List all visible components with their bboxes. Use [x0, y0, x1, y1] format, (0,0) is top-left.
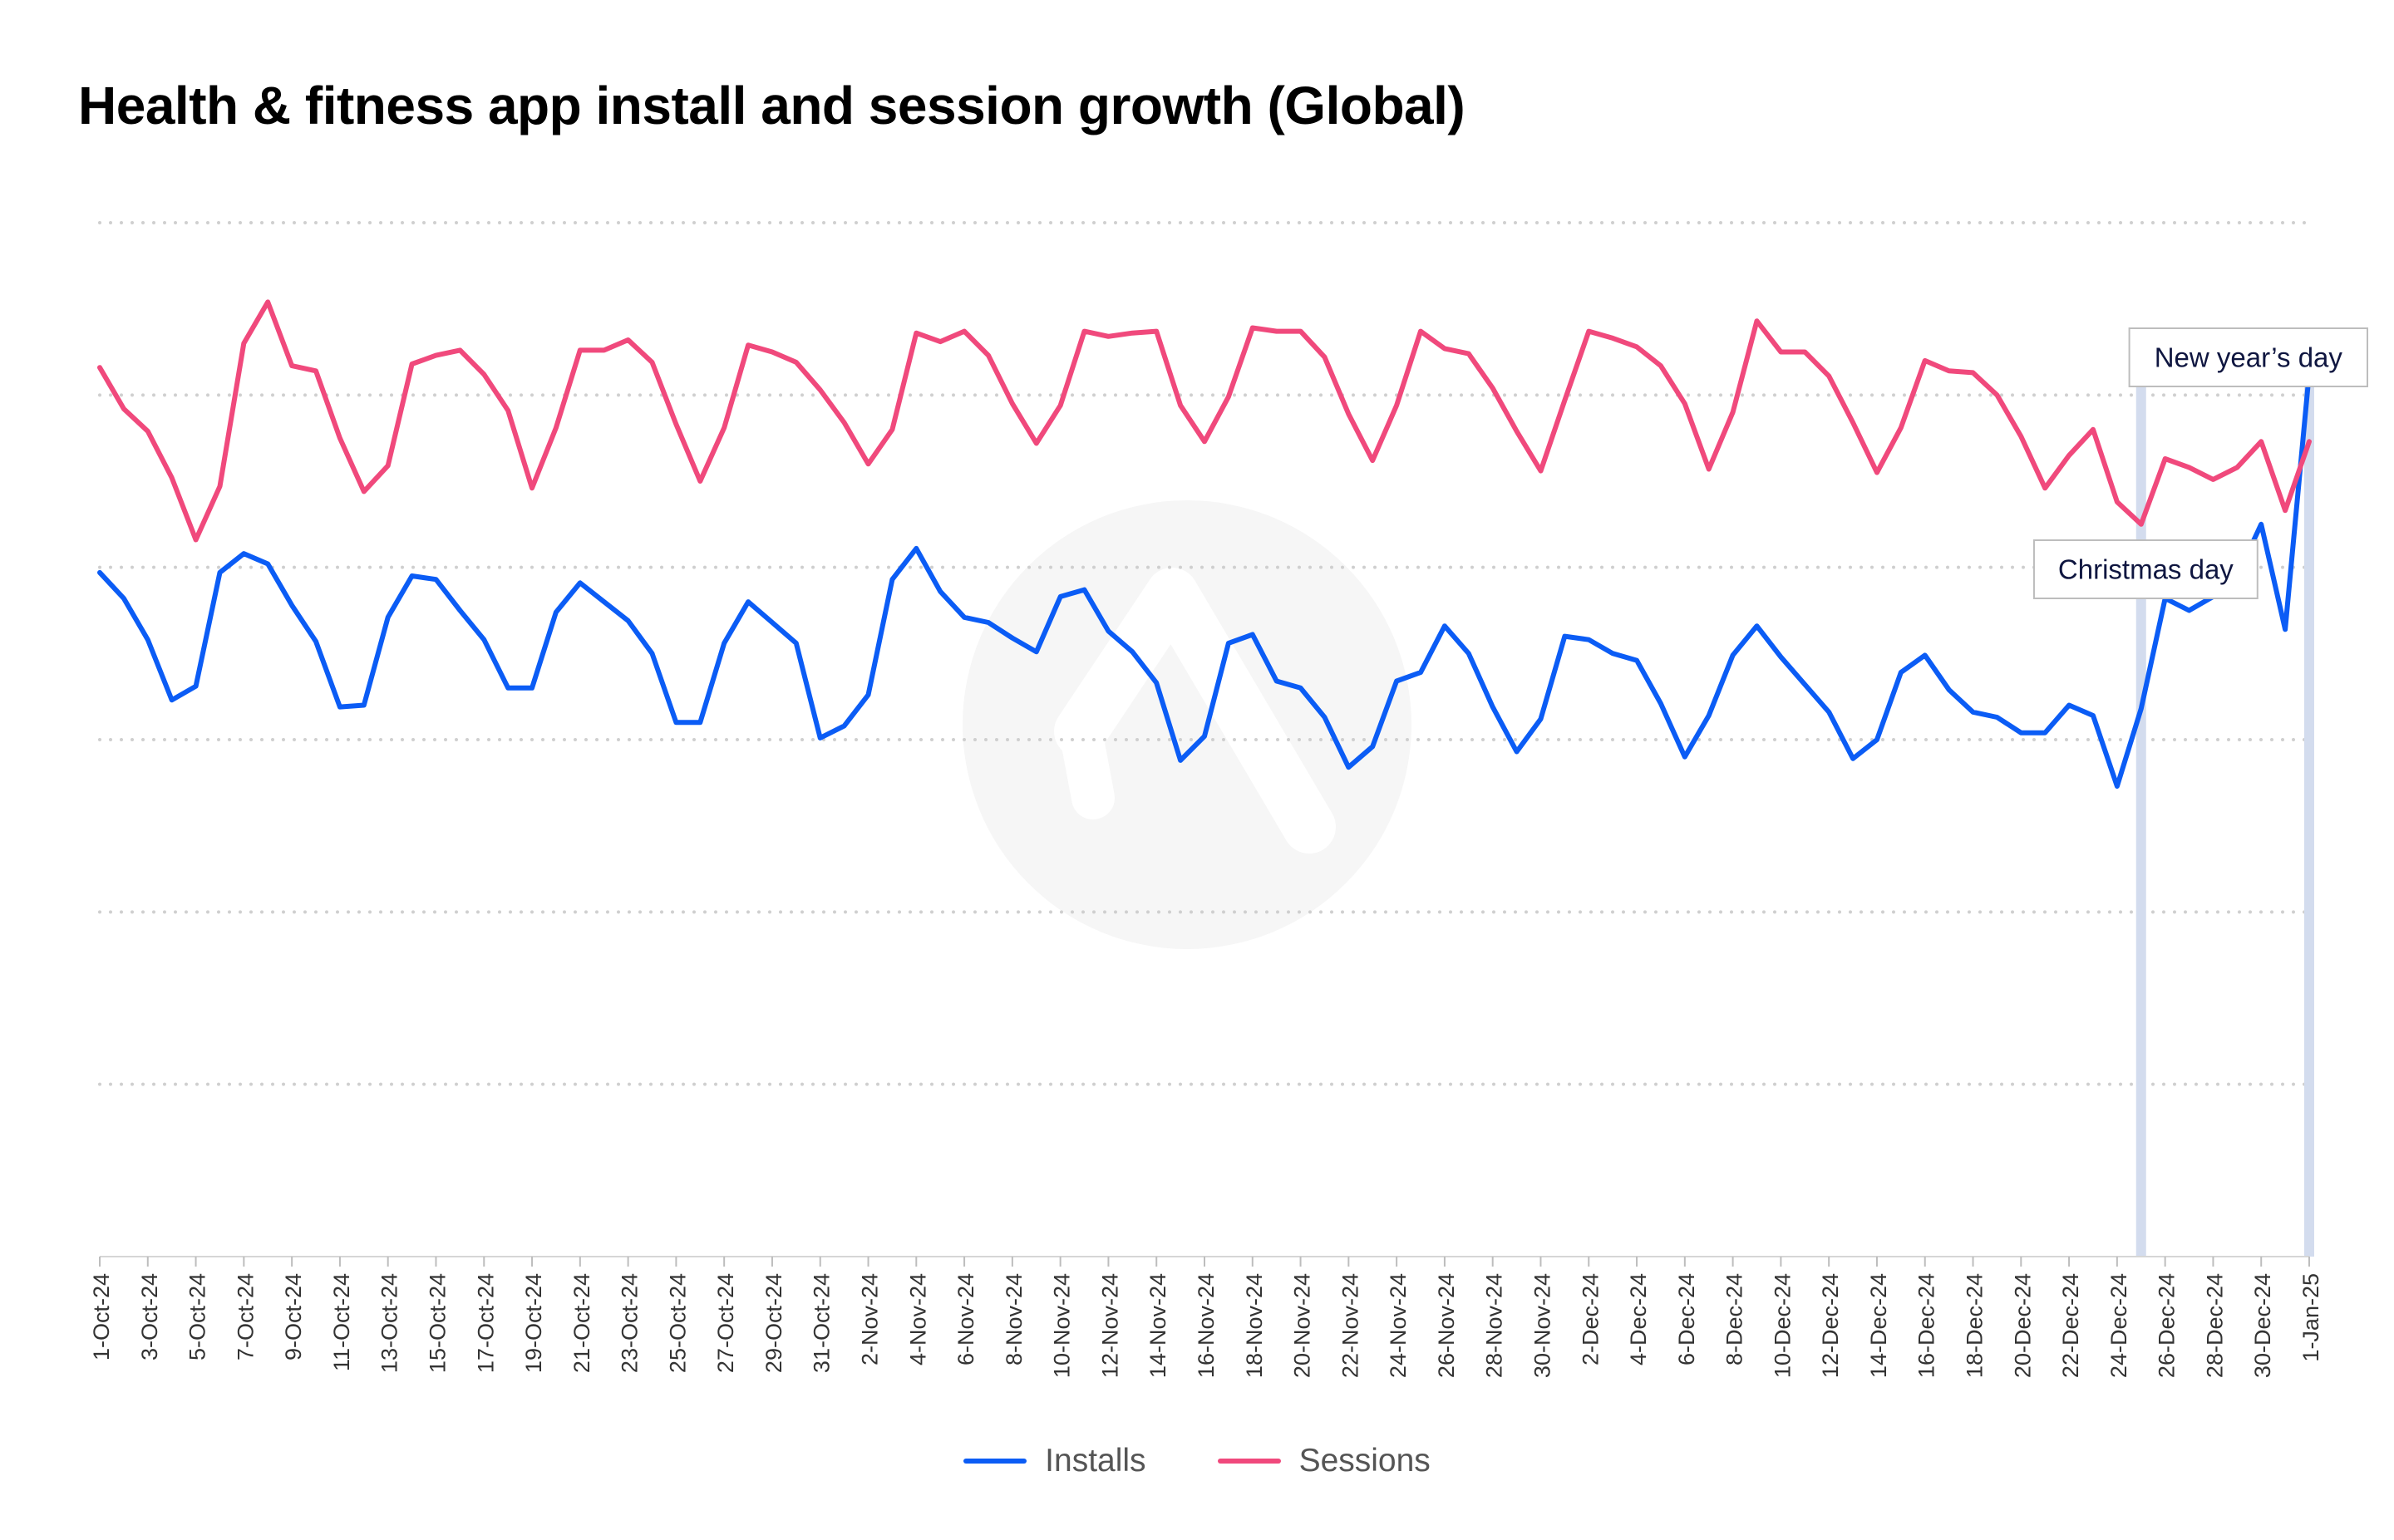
- x-tick-label: 20-Nov-24: [1290, 1273, 1315, 1378]
- highlight-bands: [2135, 347, 2314, 1257]
- x-tick-label: 12-Dec-24: [1818, 1273, 1843, 1378]
- x-tick-label: 3-Oct-24: [137, 1273, 162, 1360]
- x-tick-label: 16-Nov-24: [1194, 1273, 1219, 1378]
- x-tick-label: 18-Dec-24: [1963, 1273, 1988, 1378]
- annotation-box: [2032, 539, 2259, 599]
- annotation-label: Christmas day: [2058, 554, 2234, 585]
- x-tick-label: 4-Dec-24: [1626, 1273, 1651, 1365]
- x-tick-label: 17-Oct-24: [473, 1273, 498, 1373]
- x-tick-label: 2-Nov-24: [858, 1273, 883, 1365]
- series-line-installs: [97, 370, 2312, 789]
- x-tick-label: 28-Nov-24: [1482, 1273, 1507, 1378]
- legend-swatch-installs: [963, 1459, 1027, 1464]
- x-tick-label: 8-Dec-24: [1722, 1273, 1747, 1365]
- x-tick-label: 12-Nov-24: [1097, 1273, 1122, 1378]
- x-tick-label: 23-Oct-24: [618, 1273, 643, 1373]
- annotation-tag: New year’s day: [2128, 327, 2369, 387]
- legend-item-sessions[interactable]: Sessions: [1217, 1443, 1431, 1479]
- x-tick-label: 2-Dec-24: [1578, 1273, 1603, 1365]
- x-tick-label: 31-Oct-24: [810, 1273, 835, 1373]
- x-tick-label: 28-Dec-24: [2202, 1273, 2227, 1378]
- x-tick-label: 6-Nov-24: [953, 1273, 978, 1365]
- x-tick-label: 14-Dec-24: [1866, 1273, 1891, 1378]
- annotation-label: New year’s day: [2155, 342, 2343, 373]
- x-tick-label: 8-Nov-24: [1002, 1273, 1027, 1365]
- page-title: Health & fitness app install and session…: [78, 76, 1465, 135]
- x-tick-label: 24-Nov-24: [1386, 1273, 1411, 1378]
- x-tick-label: 1-Oct-24: [89, 1273, 114, 1360]
- annotations: Christmas day New year’s day: [2032, 327, 2369, 599]
- highlight-band: [2135, 347, 2146, 1257]
- gridlines: [98, 221, 2311, 1086]
- watermark-logo: [963, 500, 1411, 949]
- x-tick-label: 13-Oct-24: [377, 1273, 402, 1373]
- series-lines: [97, 299, 2312, 789]
- x-tick-label: 30-Dec-24: [2250, 1273, 2275, 1378]
- x-tick-label: 29-Oct-24: [761, 1273, 786, 1373]
- legend-item-installs[interactable]: Installs: [963, 1443, 1146, 1479]
- x-tick-label: 9-Oct-24: [281, 1273, 306, 1360]
- x-tick-label: 27-Oct-24: [713, 1273, 738, 1373]
- x-tick-label: 26-Nov-24: [1434, 1273, 1459, 1378]
- x-tick-label: 26-Dec-24: [2155, 1273, 2180, 1378]
- x-tick-label: 30-Nov-24: [1530, 1273, 1554, 1378]
- x-tick-label: 15-Oct-24: [425, 1273, 450, 1373]
- x-tick-label: 10-Nov-24: [1050, 1273, 1075, 1378]
- x-tick-label: 10-Dec-24: [1770, 1273, 1795, 1378]
- x-tick-label: 16-Dec-24: [1914, 1273, 1939, 1378]
- series-line-sessions: [97, 299, 2312, 543]
- legend-label-sessions: Sessions: [1298, 1443, 1431, 1478]
- x-axis: 1-Oct-24 3-Oct-24 5-Oct-24 7-Oct-24 9-Oct-24…: [89, 1256, 2323, 1378]
- x-tick-label: 20-Dec-24: [2010, 1273, 2035, 1378]
- x-tick-label: 6-Dec-24: [1674, 1273, 1699, 1365]
- x-tick-label: 19-Oct-24: [521, 1273, 546, 1373]
- x-tick-label: 18-Nov-24: [1242, 1273, 1267, 1378]
- highlight-band: [2304, 347, 2314, 1257]
- legend: Installs Sessions: [0, 1443, 2394, 1479]
- x-tick-label: 21-Oct-24: [569, 1273, 594, 1373]
- annotation-box: [2128, 327, 2369, 387]
- x-tick-label: 5-Oct-24: [185, 1273, 210, 1360]
- x-tick-label: 24-Dec-24: [2106, 1273, 2131, 1378]
- x-tick-label: 22-Dec-24: [2058, 1273, 2083, 1378]
- x-tick-label: 7-Oct-24: [233, 1273, 258, 1360]
- legend-label-installs: Installs: [1045, 1443, 1146, 1478]
- x-tick-label: 14-Nov-24: [1145, 1273, 1170, 1378]
- x-tick-label: 1-Jan-25: [2298, 1273, 2323, 1362]
- x-tick-label: 25-Oct-24: [665, 1273, 690, 1373]
- x-tick-label: 11-Oct-24: [329, 1273, 354, 1371]
- x-tick-label: 4-Nov-24: [905, 1273, 930, 1365]
- x-tick-label: 22-Nov-24: [1337, 1273, 1362, 1378]
- annotation-tag: Christmas day: [2032, 539, 2259, 599]
- legend-swatch-sessions: [1217, 1459, 1281, 1464]
